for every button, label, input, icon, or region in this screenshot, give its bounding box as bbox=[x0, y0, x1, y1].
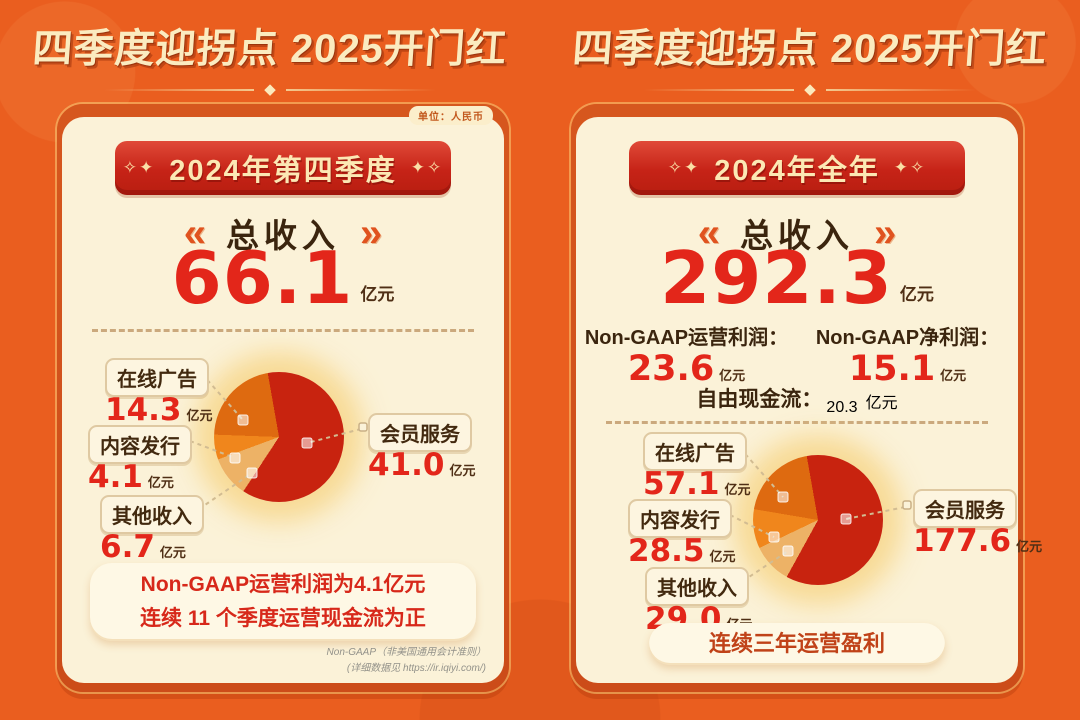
revenue-heading: « 总收入 » bbox=[62, 209, 504, 257]
left-arrows-icon: « bbox=[183, 211, 206, 255]
highlight-line: Non-GAAP运营利润为4.1亿元 bbox=[140, 573, 426, 597]
pie-chart-full-year bbox=[753, 455, 883, 585]
segment-unit: 亿元 bbox=[1016, 539, 1043, 554]
card-full-year-body: ✧✦ 2024年全年 ✦✧ « 总收入 » 292.3 亿元 Non-GAAP运… bbox=[576, 117, 1042, 683]
divider-line bbox=[104, 88, 255, 91]
segment-label-online-ads: 在线广告 bbox=[105, 358, 209, 397]
header-divider: ◆ bbox=[550, 82, 1070, 97]
metric-value: 23.6 bbox=[627, 349, 715, 389]
revenue-heading: « 总收入 » bbox=[576, 209, 1018, 257]
revenue-value: 66.1 bbox=[171, 236, 354, 320]
revenue-total: 292.3 亿元 bbox=[576, 236, 1018, 320]
footnote-line: Non-GAAP（非美国通用会计准则） bbox=[326, 647, 486, 658]
dashed-divider bbox=[606, 421, 988, 424]
highlight-pill-q4: Non-GAAP运营利润为4.1亿元 连续 11 个季度运营现金流为正 bbox=[90, 563, 476, 641]
segment-value-online-ads: 57.1 亿元 bbox=[643, 469, 751, 500]
segment-number: 57.1 bbox=[643, 466, 720, 502]
metric-value: 15.1 bbox=[848, 349, 936, 389]
segment-value-other-revenue: 6.7 亿元 bbox=[100, 532, 186, 563]
segment-unit: 亿元 bbox=[724, 482, 751, 497]
revenue-total: 66.1 亿元 bbox=[62, 236, 504, 320]
segment-value-content-distribution: 28.5 亿元 bbox=[628, 536, 736, 567]
segment-number: 41.0 bbox=[368, 447, 445, 483]
footnote: Non-GAAP（非美国通用会计准则） (详细数据见 https://ir.iq… bbox=[327, 645, 486, 676]
header-divider: ◆ bbox=[10, 82, 530, 97]
card-q4-body: ✧✦ 2024年第四季度 ✦✧ « 总收入 » 66.1 亿元 bbox=[62, 117, 504, 683]
diamond-icon: ◆ bbox=[804, 81, 816, 98]
segment-number: 14.3 bbox=[105, 392, 182, 428]
sparkle-icon: ✦✧ bbox=[893, 158, 927, 177]
segment-value-membership: 177.6 亿元 bbox=[913, 526, 1042, 557]
segment-value-membership: 41.0 亿元 bbox=[368, 450, 476, 481]
segment-label-online-ads: 在线广告 bbox=[643, 432, 747, 471]
segment-number: 4.1 bbox=[88, 459, 143, 495]
segment-label-other-revenue: 其他收入 bbox=[645, 567, 749, 606]
revenue-unit: 亿元 bbox=[360, 284, 395, 304]
highlight-line: 连续 11 个季度运营现金流为正 bbox=[140, 607, 426, 630]
segment-label-content-distribution: 内容发行 bbox=[88, 425, 192, 464]
metric-label: Non-GAAP运营利润： bbox=[584, 327, 789, 349]
left-arrows-icon: « bbox=[697, 211, 720, 255]
metrics-row: Non-GAAP运营利润： 23.6 亿元 Non-GAAP净利润： 15.1 … bbox=[576, 321, 1018, 387]
highlight-line: 连续三年运营盈利 bbox=[708, 631, 885, 657]
page-title: 四季度迎拐点 2025开门红 bbox=[31, 27, 509, 71]
banner-q4: ✧✦ 2024年第四季度 ✦✧ bbox=[108, 141, 458, 195]
dashed-divider bbox=[92, 329, 474, 332]
revenue-unit: 亿元 bbox=[899, 284, 934, 304]
segment-unit: 亿元 bbox=[147, 475, 174, 490]
segment-value-online-ads: 14.3 亿元 bbox=[105, 395, 213, 426]
metric-value: 20.3 bbox=[826, 399, 858, 416]
segment-label-membership: 会员服务 bbox=[368, 413, 472, 452]
right-arrows-icon: » bbox=[360, 211, 383, 255]
banner-full-year: ✧✦ 2024年全年 ✦✧ bbox=[622, 141, 972, 195]
segment-label-content-distribution: 内容发行 bbox=[628, 499, 732, 538]
segment-unit: 亿元 bbox=[709, 549, 736, 564]
banner-title: 2024年第四季度 bbox=[169, 155, 397, 187]
segment-number: 28.5 bbox=[628, 533, 705, 569]
header-right: 四季度迎拐点 2025开门红 ◆ bbox=[550, 16, 1070, 97]
segment-label-other-revenue: 其他收入 bbox=[100, 495, 204, 534]
revenue-label: 总收入 bbox=[226, 217, 340, 254]
metric-net-income: Non-GAAP净利润： 15.1 亿元 bbox=[797, 321, 1018, 387]
banner-title: 2024年全年 bbox=[714, 155, 880, 187]
highlight-pill-full-year: 连续三年运营盈利 bbox=[649, 623, 945, 665]
segment-number: 6.7 bbox=[100, 529, 155, 565]
sparkle-icon: ✧✦ bbox=[122, 158, 156, 177]
card-q4: 单位：人民币 ✧✦ 2024年第四季度 ✦✧ « 总收入 » 66.1 亿元 bbox=[57, 104, 509, 692]
divider-line bbox=[825, 88, 976, 91]
metric-unit: 亿元 bbox=[940, 368, 967, 383]
metric-free-cash-flow: 自由现金流： 20.3 亿元 bbox=[576, 383, 1018, 417]
metric-label: Non-GAAP净利润： bbox=[815, 327, 1000, 349]
header-left: 四季度迎拐点 2025开门红 ◆ bbox=[10, 16, 530, 97]
segment-unit: 亿元 bbox=[159, 545, 186, 560]
diamond-icon: ◆ bbox=[264, 81, 276, 98]
pie-chart-q4 bbox=[214, 372, 344, 502]
segment-unit: 亿元 bbox=[186, 408, 213, 423]
revenue-label: 总收入 bbox=[740, 217, 854, 254]
page-title: 四季度迎拐点 2025开门红 bbox=[571, 27, 1049, 71]
segment-label-membership: 会员服务 bbox=[913, 489, 1017, 528]
card-full-year: ✧✦ 2024年全年 ✦✧ « 总收入 » 292.3 亿元 Non-GAAP运… bbox=[571, 104, 1042, 692]
revenue-value: 292.3 bbox=[660, 236, 893, 320]
divider-line bbox=[644, 88, 795, 91]
metric-unit: 亿元 bbox=[719, 368, 746, 383]
footnote-line: (详细数据见 https://ir.iqiyi.com/) bbox=[346, 662, 486, 674]
metric-operating-income: Non-GAAP运营利润： 23.6 亿元 bbox=[576, 321, 797, 387]
metric-label: 自由现金流： bbox=[696, 388, 823, 411]
right-arrows-icon: » bbox=[874, 211, 897, 255]
sparkle-icon: ✦✧ bbox=[410, 158, 444, 177]
segment-value-content-distribution: 4.1 亿元 bbox=[88, 462, 174, 493]
sparkle-icon: ✧✦ bbox=[667, 158, 701, 177]
divider-line bbox=[285, 88, 436, 91]
segment-unit: 亿元 bbox=[449, 463, 476, 478]
segment-number: 177.6 bbox=[913, 523, 1012, 559]
metric-unit: 亿元 bbox=[865, 395, 898, 412]
unit-badge: 单位：人民币 bbox=[409, 106, 493, 125]
